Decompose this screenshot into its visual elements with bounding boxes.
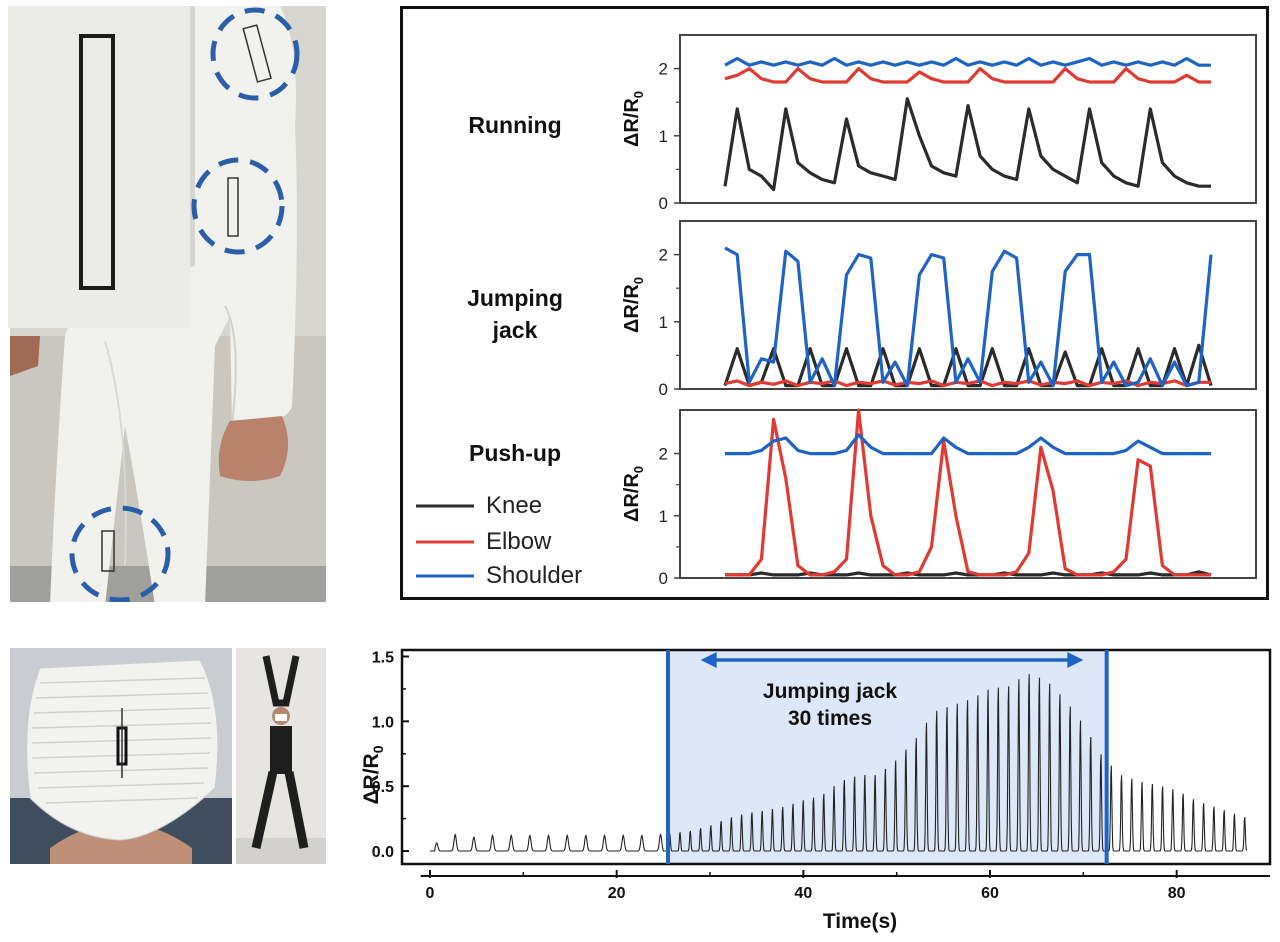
ytick-label: 0 [659, 380, 668, 399]
ytick-label: 0 [659, 569, 668, 585]
series-line-elbow-2 [725, 408, 1211, 577]
legend: Knee Elbow Shoulder [414, 492, 614, 592]
ytick-label: 0 [659, 194, 668, 213]
legend-label-knee: Knee [486, 492, 543, 519]
series-line-shoulder-2 [725, 433, 1211, 456]
subplot-ylabel: ΔR/R0 [621, 91, 646, 147]
annotation-label: Jumping jack 30 times [720, 678, 940, 732]
bottom-xlabel: Time(s) [822, 910, 898, 933]
subplot-ylabel: ΔR/R0 [621, 466, 646, 522]
double-arrow-left-head [700, 652, 717, 668]
bottom-xtick-label: 60 [981, 885, 999, 902]
ytick-label: 2 [659, 246, 668, 265]
annotation-line2: 30 times [787, 707, 873, 730]
series-line-shoulder-1 [724, 246, 1213, 388]
row-label-jumping-jack-line1: Jumping [467, 285, 563, 311]
subplot-ylabel-sub: 0 [631, 466, 646, 473]
legend-item-elbow: Elbow [414, 528, 614, 558]
subplot-frame-2 [679, 409, 1257, 579]
series-line-knee-0 [723, 97, 1211, 192]
signal-trace [430, 674, 1248, 852]
row-label-jumping-jack: Jumping jack [440, 282, 590, 346]
double-arrow-right-head [1067, 652, 1084, 668]
jumping-jack-timeseries: 0.0 0.5 1.0 1.5 0 20 40 60 80 [372, 648, 1272, 902]
series-line-elbow-1 [724, 379, 1211, 388]
bottom-xtick-label: 40 [794, 885, 812, 902]
legend-label-shoulder: Shoulder [486, 562, 583, 589]
subplot-ylabel-sub: 0 [631, 91, 646, 98]
legend-item-knee: Knee [414, 492, 614, 522]
bottom-xtick-label: 20 [608, 885, 626, 902]
series-line-shoulder-0 [724, 56, 1211, 67]
bottom-xtick-label: 80 [1168, 885, 1186, 902]
legend-item-shoulder: Shoulder [414, 562, 614, 592]
ytick-label: 1 [659, 127, 668, 146]
series-line-knee-1 [723, 343, 1213, 388]
ytick-label: 1 [659, 507, 668, 526]
activity-chart-frame [400, 6, 1269, 600]
subplot-ylabel-sub: 0 [631, 277, 646, 284]
jumping-person-photo [236, 648, 326, 864]
bottom-ytick-label: 0.5 [372, 779, 394, 796]
bottom-xtick-label: 0 [426, 885, 435, 902]
subplot-frame-1 [679, 220, 1257, 390]
subplot-frame-0 [679, 34, 1257, 204]
ytick-label: 1 [659, 313, 668, 332]
bottom-ytick-label: 1.0 [372, 714, 394, 731]
row-label-push-up: Push-up [469, 440, 561, 466]
mask-sensor-photo [10, 648, 232, 864]
row-label-jumping-jack-line2: jack [492, 317, 538, 343]
sensor-closeup-inset [8, 6, 190, 328]
row-label-running: Running [468, 112, 562, 138]
bottom-ytick-label: 0.0 [372, 844, 394, 861]
subplot-ylabel: ΔR/R0 [621, 277, 646, 333]
bottom-plot-frame [400, 648, 1272, 866]
ytick-label: 2 [659, 445, 668, 464]
legend-label-elbow: Elbow [486, 528, 552, 555]
series-line-elbow-0 [724, 66, 1211, 84]
bottom-ytick-label: 1.5 [372, 649, 394, 666]
ytick-label: 2 [659, 60, 668, 79]
annotation-line1: Jumping jack [762, 680, 898, 703]
